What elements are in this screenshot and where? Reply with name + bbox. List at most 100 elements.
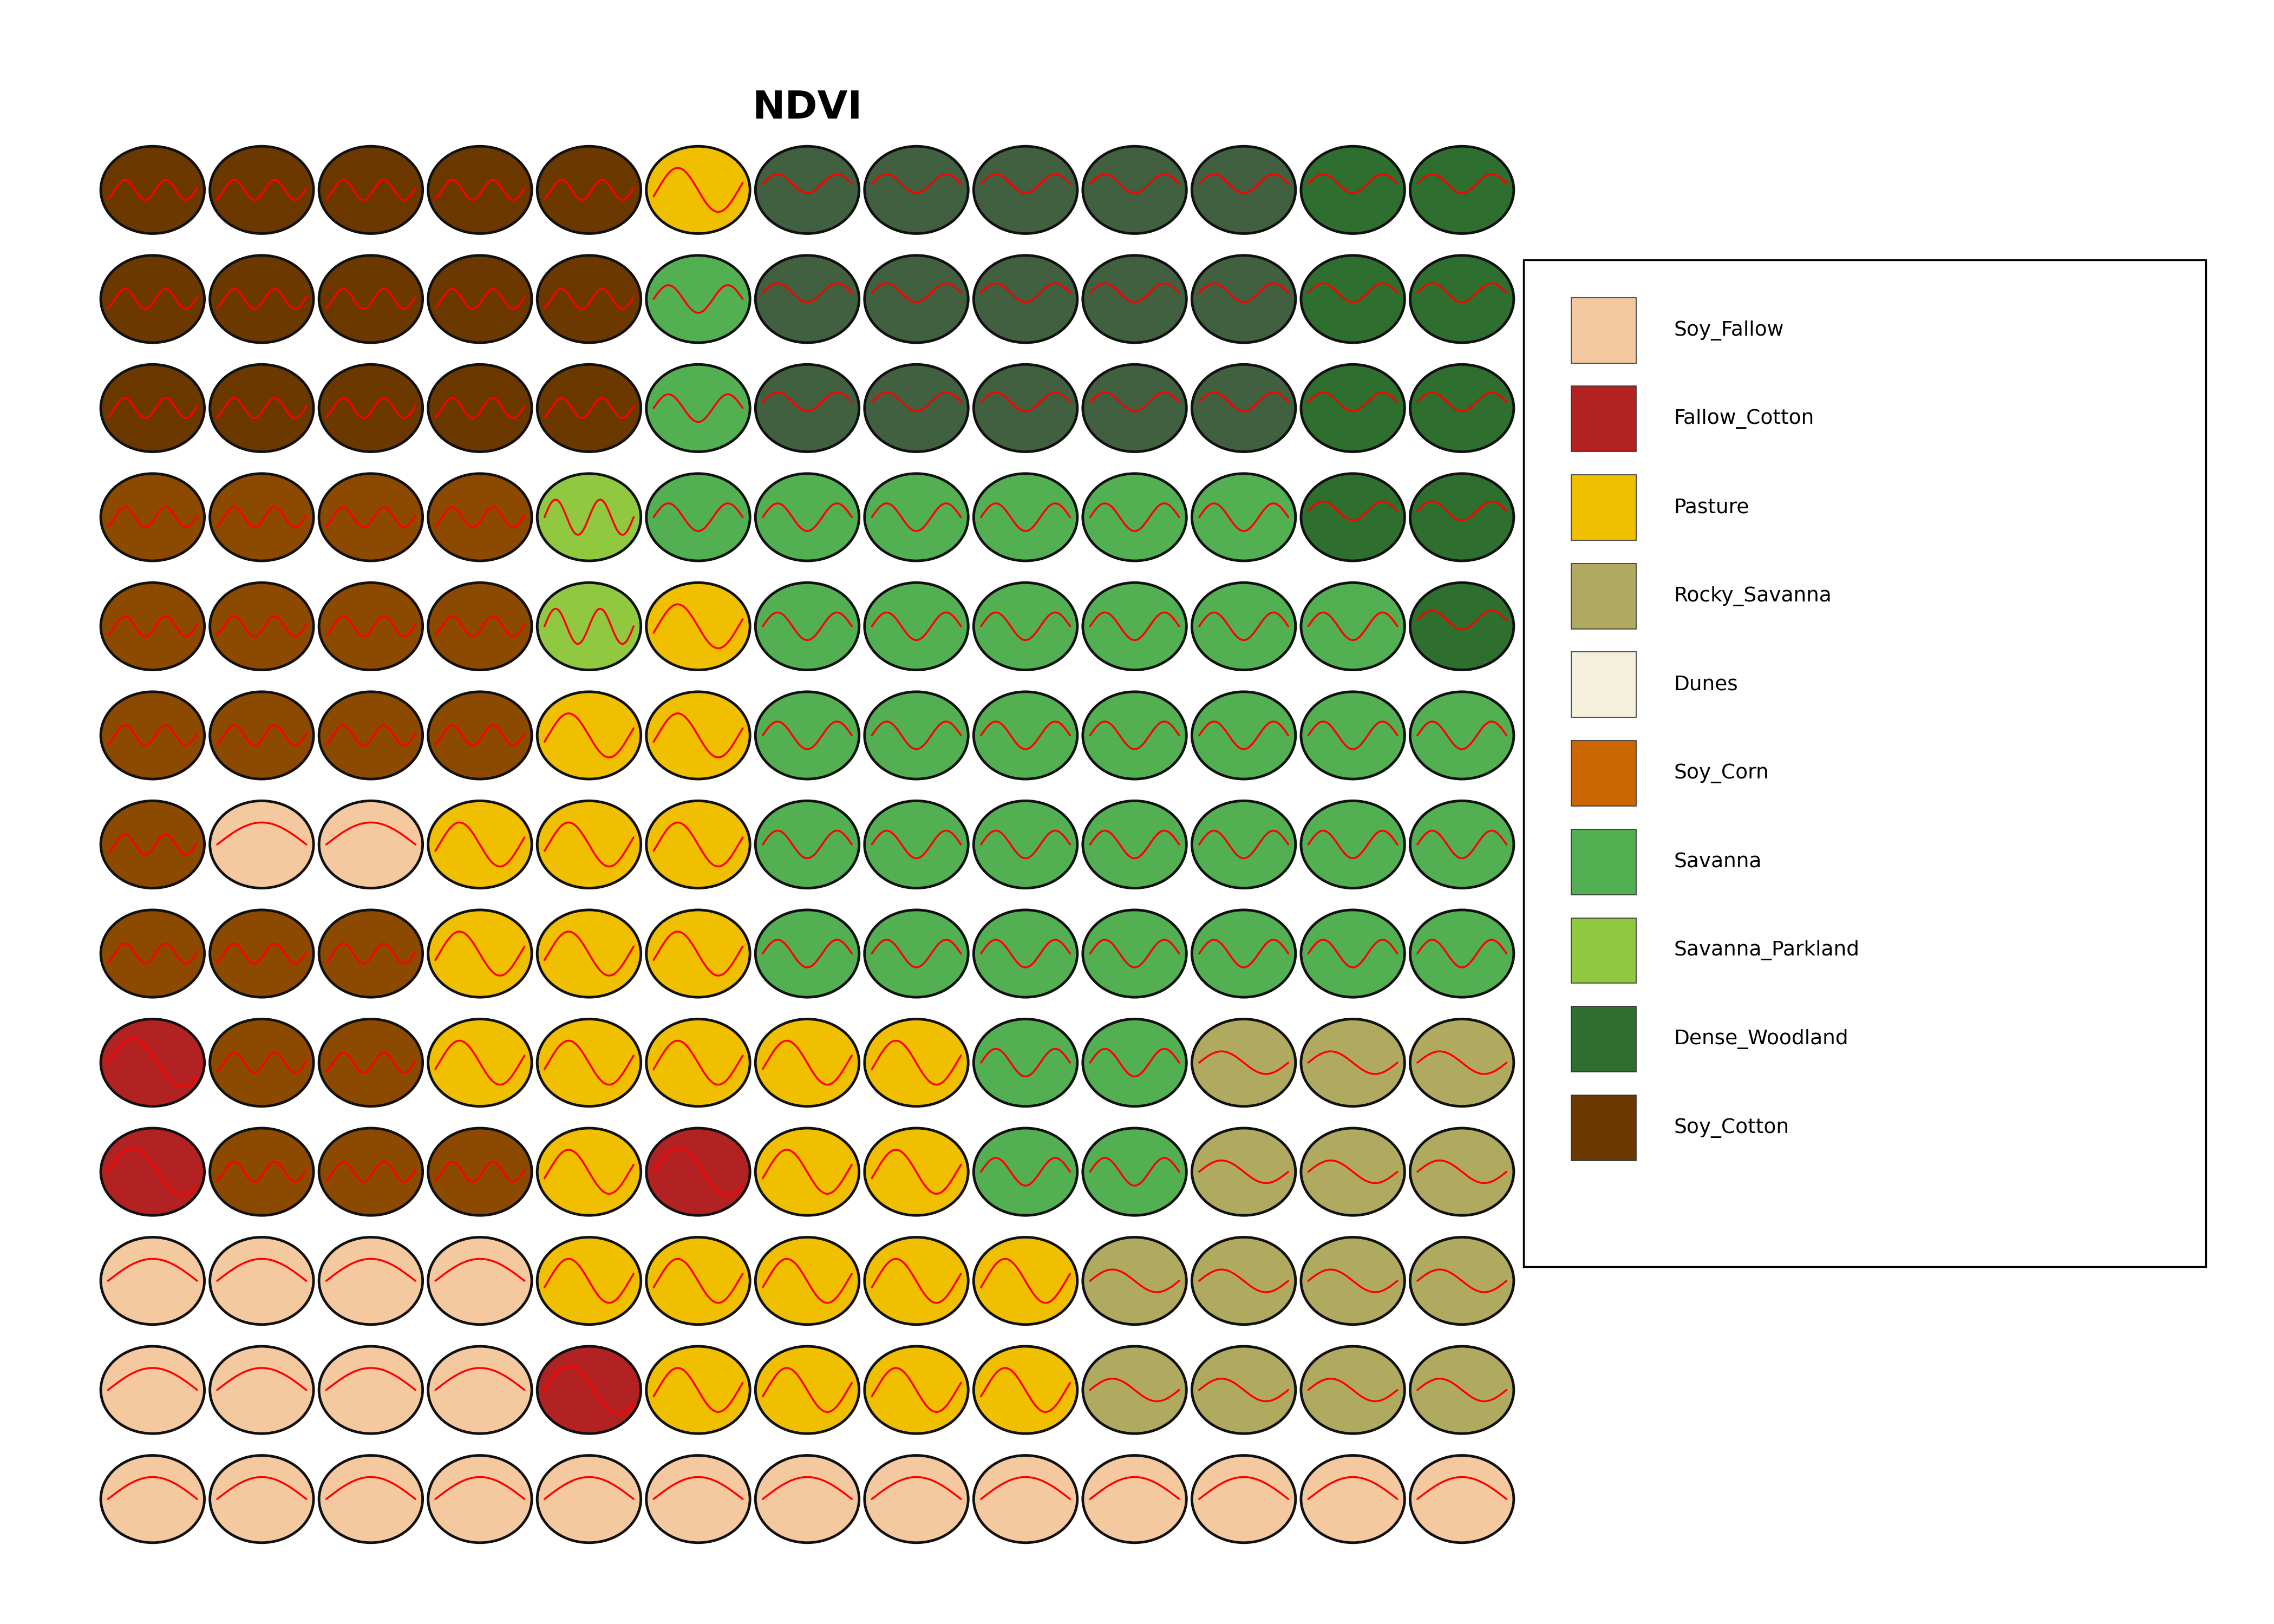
- Ellipse shape: [755, 1455, 860, 1543]
- Ellipse shape: [755, 583, 860, 671]
- Ellipse shape: [100, 1455, 205, 1543]
- Ellipse shape: [864, 1129, 969, 1215]
- Ellipse shape: [864, 583, 969, 671]
- Ellipse shape: [1082, 1237, 1187, 1325]
- Ellipse shape: [1082, 909, 1187, 997]
- Ellipse shape: [1192, 255, 1296, 343]
- Bar: [1571, 1007, 1635, 1072]
- Bar: [1571, 741, 1635, 806]
- Ellipse shape: [428, 1346, 532, 1434]
- Ellipse shape: [1301, 1237, 1405, 1325]
- Ellipse shape: [646, 1129, 750, 1215]
- Ellipse shape: [755, 474, 860, 560]
- Ellipse shape: [318, 801, 423, 888]
- Text: Fallow_Cotton: Fallow_Cotton: [1674, 409, 1815, 429]
- Ellipse shape: [646, 801, 750, 888]
- Ellipse shape: [1410, 801, 1514, 888]
- Ellipse shape: [1301, 1129, 1405, 1215]
- Ellipse shape: [428, 909, 532, 997]
- Ellipse shape: [973, 1346, 1078, 1434]
- Ellipse shape: [1082, 1018, 1187, 1106]
- Ellipse shape: [864, 1455, 969, 1543]
- Ellipse shape: [1410, 909, 1514, 997]
- Ellipse shape: [864, 255, 969, 343]
- Text: NDVI: NDVI: [753, 89, 862, 127]
- Ellipse shape: [1082, 255, 1187, 343]
- Ellipse shape: [1410, 1346, 1514, 1434]
- Text: Soy_Fallow: Soy_Fallow: [1674, 320, 1783, 341]
- Ellipse shape: [209, 474, 314, 560]
- Ellipse shape: [755, 1237, 860, 1325]
- Ellipse shape: [1301, 364, 1405, 451]
- Ellipse shape: [755, 364, 860, 451]
- FancyBboxPatch shape: [1524, 260, 2206, 1267]
- Ellipse shape: [1410, 364, 1514, 451]
- Ellipse shape: [100, 1129, 205, 1215]
- Ellipse shape: [1410, 1129, 1514, 1215]
- Ellipse shape: [1410, 583, 1514, 671]
- Ellipse shape: [209, 1455, 314, 1543]
- Ellipse shape: [318, 255, 423, 343]
- Ellipse shape: [1410, 255, 1514, 343]
- Ellipse shape: [318, 583, 423, 671]
- Bar: [1571, 564, 1635, 628]
- Ellipse shape: [428, 146, 532, 234]
- Ellipse shape: [100, 255, 205, 343]
- Ellipse shape: [646, 364, 750, 451]
- Ellipse shape: [209, 583, 314, 671]
- Ellipse shape: [1192, 474, 1296, 560]
- Ellipse shape: [646, 1237, 750, 1325]
- Ellipse shape: [973, 1237, 1078, 1325]
- Ellipse shape: [973, 146, 1078, 234]
- Ellipse shape: [1192, 692, 1296, 780]
- Ellipse shape: [755, 1018, 860, 1106]
- Ellipse shape: [537, 474, 641, 560]
- Ellipse shape: [755, 909, 860, 997]
- Ellipse shape: [646, 255, 750, 343]
- Ellipse shape: [864, 692, 969, 780]
- Ellipse shape: [646, 1346, 750, 1434]
- Ellipse shape: [318, 1346, 423, 1434]
- Ellipse shape: [755, 1129, 860, 1215]
- Ellipse shape: [318, 146, 423, 234]
- Ellipse shape: [755, 255, 860, 343]
- Ellipse shape: [1410, 1455, 1514, 1543]
- Ellipse shape: [1192, 909, 1296, 997]
- Ellipse shape: [100, 1237, 205, 1325]
- Text: Pasture: Pasture: [1674, 499, 1749, 518]
- Ellipse shape: [428, 583, 532, 671]
- Ellipse shape: [1301, 1018, 1405, 1106]
- Ellipse shape: [973, 364, 1078, 451]
- Ellipse shape: [1082, 474, 1187, 560]
- Ellipse shape: [100, 909, 205, 997]
- Bar: [1571, 474, 1635, 541]
- Ellipse shape: [428, 364, 532, 451]
- Ellipse shape: [1192, 1455, 1296, 1543]
- Bar: [1571, 830, 1635, 895]
- Ellipse shape: [1192, 364, 1296, 451]
- Ellipse shape: [755, 1346, 860, 1434]
- Ellipse shape: [1192, 1129, 1296, 1215]
- Ellipse shape: [1410, 146, 1514, 234]
- Ellipse shape: [1410, 692, 1514, 780]
- Text: Savanna: Savanna: [1674, 853, 1762, 872]
- Ellipse shape: [1301, 692, 1405, 780]
- Ellipse shape: [973, 1018, 1078, 1106]
- Ellipse shape: [100, 364, 205, 451]
- Ellipse shape: [1192, 1018, 1296, 1106]
- Ellipse shape: [1082, 364, 1187, 451]
- Ellipse shape: [537, 1018, 641, 1106]
- Ellipse shape: [100, 801, 205, 888]
- Ellipse shape: [537, 583, 641, 671]
- Ellipse shape: [1192, 801, 1296, 888]
- Ellipse shape: [864, 474, 969, 560]
- Ellipse shape: [1082, 1455, 1187, 1543]
- Ellipse shape: [864, 801, 969, 888]
- Ellipse shape: [864, 146, 969, 234]
- Ellipse shape: [209, 255, 314, 343]
- Ellipse shape: [428, 692, 532, 780]
- Ellipse shape: [646, 583, 750, 671]
- Ellipse shape: [1301, 909, 1405, 997]
- Ellipse shape: [973, 255, 1078, 343]
- Ellipse shape: [1301, 474, 1405, 560]
